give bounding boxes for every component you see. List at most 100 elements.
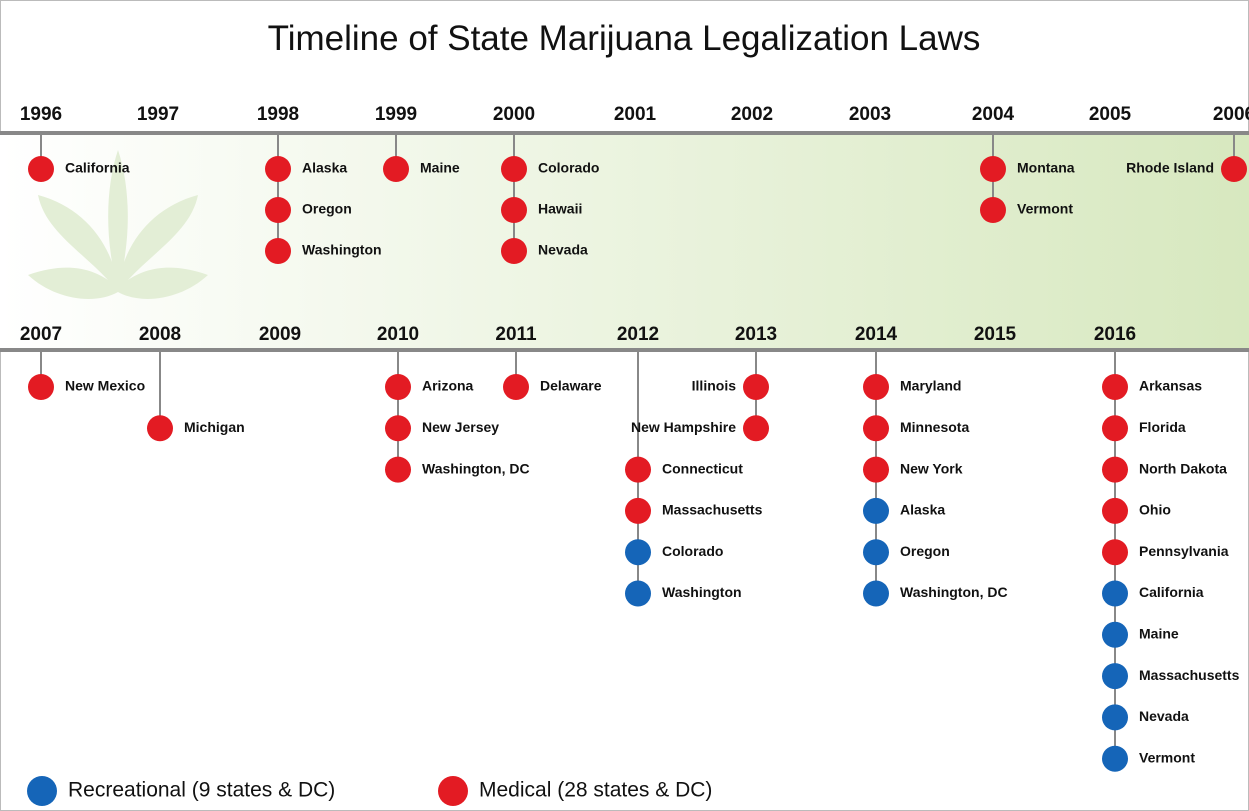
- state-label: Ohio: [1139, 502, 1171, 518]
- state-dot: [1102, 498, 1128, 524]
- state-dot: [980, 156, 1006, 182]
- legend-dot: [27, 776, 57, 806]
- year-label: 2010: [377, 324, 419, 345]
- state-dot: [385, 457, 411, 483]
- state-label: Arkansas: [1139, 378, 1202, 394]
- state-dot: [1102, 374, 1128, 400]
- state-label: Arizona: [422, 378, 474, 394]
- state-dot: [625, 457, 651, 483]
- state-dot: [147, 415, 173, 441]
- state-label: Washington: [302, 242, 382, 258]
- state-dot: [1221, 156, 1247, 182]
- state-label: Michigan: [184, 419, 245, 435]
- state-label: Colorado: [538, 160, 599, 176]
- state-dot: [265, 156, 291, 182]
- state-label: Vermont: [1017, 201, 1073, 217]
- year-label: 2009: [259, 324, 301, 345]
- infographic: Timeline of State Marijuana Legalization…: [0, 0, 1249, 811]
- page: {"title": "Timeline of State Marijuana L…: [0, 0, 1249, 811]
- year-label: 2003: [849, 104, 891, 125]
- state-dot: [1102, 704, 1128, 730]
- state-dot: [1102, 539, 1128, 565]
- state-dot: [28, 374, 54, 400]
- state-dot: [863, 415, 889, 441]
- state-dot: [265, 197, 291, 223]
- state-label: Washington: [662, 584, 742, 600]
- state-label: California: [1139, 584, 1204, 600]
- year-label: 2013: [735, 324, 777, 345]
- state-dot: [1102, 415, 1128, 441]
- state-label: Massachusetts: [662, 502, 763, 518]
- legend-dot: [438, 776, 468, 806]
- state-dot: [28, 156, 54, 182]
- state-dot: [383, 156, 409, 182]
- state-dot: [385, 374, 411, 400]
- state-label: Pennsylvania: [1139, 543, 1229, 559]
- state-label: Alaska: [900, 502, 945, 518]
- year-label: 1999: [375, 104, 417, 125]
- state-dot: [1102, 622, 1128, 648]
- state-label: Maine: [1139, 626, 1179, 642]
- state-label: Washington, DC: [900, 584, 1008, 600]
- state-label: New Mexico: [65, 378, 145, 394]
- state-dot: [625, 539, 651, 565]
- year-label: 2005: [1089, 104, 1132, 125]
- year-label: 2006: [1213, 104, 1249, 125]
- state-label: Massachusetts: [1139, 667, 1240, 683]
- state-dot: [980, 197, 1006, 223]
- state-label: New Jersey: [422, 419, 499, 435]
- state-dot: [265, 238, 291, 264]
- state-label: Connecticut: [662, 460, 743, 476]
- year-label: 2011: [495, 324, 537, 345]
- legend-label: Medical (28 states & DC): [479, 779, 712, 802]
- state-dot: [501, 238, 527, 264]
- state-dot: [863, 498, 889, 524]
- state-label: North Dakota: [1139, 460, 1227, 476]
- state-label: Hawaii: [538, 201, 582, 217]
- state-dot: [1102, 663, 1128, 689]
- year-label: 2001: [614, 104, 657, 125]
- year-label: 1998: [257, 104, 299, 125]
- state-dot: [863, 539, 889, 565]
- state-label: Vermont: [1139, 749, 1195, 765]
- state-label: Montana: [1017, 160, 1075, 176]
- year-label: 1996: [20, 104, 62, 125]
- state-dot: [1102, 581, 1128, 607]
- state-dot: [625, 581, 651, 607]
- state-label: Maryland: [900, 378, 961, 394]
- state-dot: [503, 374, 529, 400]
- state-dot: [863, 457, 889, 483]
- year-label: 2008: [139, 324, 181, 345]
- year-label: 2016: [1094, 324, 1136, 345]
- state-label: Oregon: [302, 201, 352, 217]
- state-dot: [1102, 457, 1128, 483]
- state-dot: [385, 415, 411, 441]
- state-dot: [743, 374, 769, 400]
- state-label: Florida: [1139, 419, 1186, 435]
- state-label: Rhode Island: [1126, 160, 1214, 176]
- state-dot: [501, 156, 527, 182]
- state-dot: [501, 197, 527, 223]
- year-label: 2002: [731, 104, 773, 125]
- state-label: Washington, DC: [422, 460, 530, 476]
- state-label: California: [65, 160, 130, 176]
- year-label: 1997: [137, 104, 179, 125]
- state-label: Delaware: [540, 378, 602, 394]
- state-label: Illinois: [692, 378, 737, 394]
- state-dot: [743, 415, 769, 441]
- state-dot: [863, 581, 889, 607]
- state-label: Nevada: [538, 242, 588, 258]
- state-dot: [625, 498, 651, 524]
- state-dot: [863, 374, 889, 400]
- year-label: 2007: [20, 324, 62, 345]
- title: Timeline of State Marijuana Legalization…: [268, 19, 981, 58]
- state-label: Alaska: [302, 160, 347, 176]
- year-label: 2000: [493, 104, 535, 125]
- year-label: 2015: [974, 324, 1017, 345]
- state-label: Oregon: [900, 543, 950, 559]
- year-label: 2004: [972, 104, 1015, 125]
- state-label: Nevada: [1139, 708, 1189, 724]
- state-label: Minnesota: [900, 419, 969, 435]
- year-label: 2012: [617, 324, 659, 345]
- year-label: 2014: [855, 324, 898, 345]
